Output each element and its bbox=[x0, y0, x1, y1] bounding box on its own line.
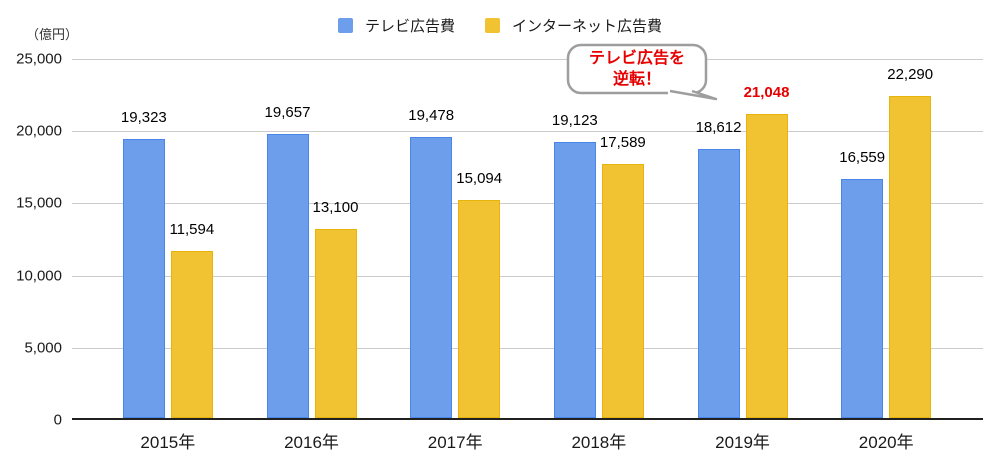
bar-value-label: 17,589 bbox=[599, 134, 646, 151]
bar-column: 21,048 bbox=[744, 84, 789, 418]
legend-item-tv: テレビ広告費 bbox=[337, 15, 455, 36]
bar-pair: 16,559 22,290 bbox=[839, 66, 933, 418]
bar-column: 15,094 bbox=[456, 170, 502, 418]
bar-value-label: 18,612 bbox=[695, 119, 742, 136]
speech-bubble-line-2: 逆転！ bbox=[612, 71, 661, 88]
bar-column: 17,589 bbox=[600, 134, 646, 418]
bar-pair: 18,612 21,048 bbox=[696, 84, 789, 418]
plot-area: 19,323 11,594 19,657 13,100 19,478 15,094 19,1… bbox=[72, 59, 983, 420]
bar-value-label: 13,100 bbox=[312, 199, 359, 216]
bar-column: 19,323 bbox=[121, 109, 167, 418]
legend-label-internet: インターネット広告費 bbox=[512, 18, 663, 35]
bar-group: 18,612 21,048 bbox=[671, 59, 815, 418]
bar-value-label: 22,290 bbox=[887, 66, 934, 83]
y-tick-label: 0 bbox=[53, 411, 62, 429]
x-tick-label: 2018年 bbox=[571, 433, 627, 452]
gridline bbox=[72, 347, 983, 349]
bar-pair: 19,478 15,094 bbox=[408, 107, 502, 418]
y-tick-label: 10,000 bbox=[16, 267, 62, 285]
x-tick-label: 2020年 bbox=[858, 433, 914, 452]
bar-column: 19,123 bbox=[552, 112, 598, 418]
bar-group: 16,559 22,290 bbox=[814, 59, 958, 418]
bar-value-label: 19,323 bbox=[120, 109, 167, 126]
bar-column: 13,100 bbox=[313, 199, 358, 418]
bar-group: 19,657 13,100 bbox=[240, 59, 384, 418]
bar-group: 19,123 17,589 bbox=[527, 59, 671, 418]
bar-group: 19,323 11,594 bbox=[96, 59, 240, 418]
bar-pair: 19,657 13,100 bbox=[265, 104, 358, 418]
legend-swatch-1 bbox=[485, 18, 500, 33]
bar-value-label: 19,478 bbox=[408, 107, 455, 124]
y-tick-label: 5,000 bbox=[24, 339, 62, 357]
speech-bubble-text: テレビ広告を 逆転！ bbox=[566, 45, 708, 93]
gridline bbox=[72, 203, 983, 205]
x-tick-label: 2015年 bbox=[140, 433, 196, 452]
bar-column: 18,612 bbox=[696, 119, 741, 418]
bands: 19,323 11,594 19,657 13,100 19,478 15,094 19,1… bbox=[96, 59, 958, 418]
bar-value-label: 19,123 bbox=[551, 112, 598, 129]
x-tick-label: 2016年 bbox=[284, 433, 339, 452]
gridline bbox=[72, 59, 983, 60]
bar-pair: 19,123 17,589 bbox=[552, 112, 646, 418]
bar-value-label: 15,094 bbox=[456, 170, 503, 187]
gridline bbox=[72, 275, 983, 277]
speech-bubble-line-1: テレビ広告を bbox=[588, 49, 685, 67]
x-tick-label: 2019年 bbox=[715, 433, 770, 452]
gridline bbox=[72, 131, 983, 133]
bar-column: 16,559 bbox=[839, 149, 885, 418]
y-tick-label: 15,000 bbox=[16, 194, 62, 212]
y-axis-unit-label: （億円） bbox=[26, 27, 79, 42]
bar-group: 19,478 15,094 bbox=[383, 59, 527, 418]
y-tick-label: 20,000 bbox=[16, 122, 62, 140]
bar-value-label: 16,559 bbox=[839, 149, 886, 166]
bar-value-label: 21,048 bbox=[743, 84, 790, 101]
y-axis: 0 5,000 10,000 15,000 20,000 25,000 bbox=[0, 51, 62, 429]
bar-column: 11,594 bbox=[169, 221, 214, 418]
bar-pair: 19,323 11,594 bbox=[121, 109, 214, 418]
bar-column: 19,478 bbox=[408, 107, 454, 418]
legend: テレビ広告費 インターネット広告費 bbox=[0, 15, 1000, 36]
speech-bubble bbox=[566, 43, 718, 101]
legend-swatch-0 bbox=[337, 18, 353, 33]
legend-label-tv: テレビ広告費 bbox=[364, 18, 455, 35]
x-axis: 2015年 2016年 2017年 2018年 2019年 2020年 bbox=[72, 428, 983, 453]
bar-column: 22,290 bbox=[887, 66, 933, 418]
y-tick-label: 25,000 bbox=[16, 50, 62, 68]
bar-value-label: 11,594 bbox=[169, 221, 215, 238]
legend-item-internet: インターネット広告費 bbox=[485, 15, 662, 36]
bar-value-label: 19,657 bbox=[264, 104, 311, 121]
bar-column: 19,657 bbox=[265, 104, 310, 418]
x-tick-label: 2017年 bbox=[427, 433, 483, 452]
